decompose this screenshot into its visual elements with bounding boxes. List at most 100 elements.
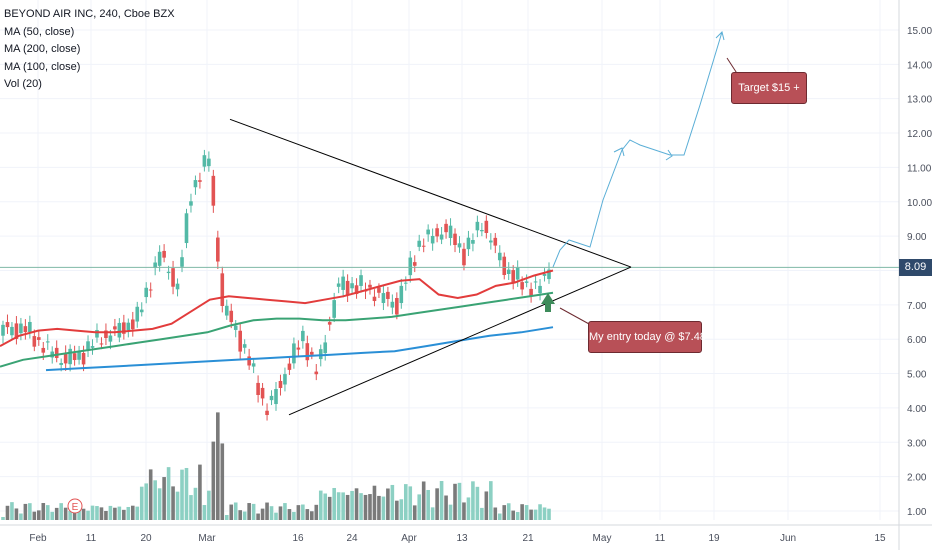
candle-body [198, 180, 202, 182]
volume-bar [426, 489, 430, 520]
candle-body [274, 389, 278, 405]
volume-bar [292, 511, 296, 520]
volume-bar [520, 504, 524, 520]
candle-body [184, 213, 189, 244]
candle-body [430, 235, 435, 244]
triangle-lower-trendline [288, 266, 632, 416]
candle-body [497, 252, 502, 261]
candle-body [542, 274, 547, 276]
volume-bar [547, 508, 551, 520]
x-tick-label: Jun [780, 533, 796, 544]
candle-body [99, 343, 104, 345]
candle-body [462, 248, 466, 266]
entry-callout[interactable]: My entry today @ $7.48 [588, 321, 706, 353]
candle-body [148, 289, 153, 291]
volume-bar [372, 485, 377, 520]
candle-body [166, 271, 171, 274]
candle-body [144, 287, 149, 298]
candle-body [426, 229, 430, 235]
candle-body [457, 243, 462, 248]
candle-body [350, 283, 354, 289]
volume-bar [453, 483, 457, 520]
candle-body [242, 344, 247, 348]
candle-body [265, 410, 269, 416]
volume-bar [68, 510, 72, 520]
legend-symbol[interactable]: BEYOND AIR INC, 240, Cboe BZX [4, 8, 175, 20]
volume-bar [256, 513, 260, 520]
candle-body [529, 288, 533, 297]
candle-body [68, 348, 72, 365]
ma100-line [0, 291, 554, 368]
candle-body [453, 233, 457, 245]
x-tick-label: Feb [29, 533, 47, 544]
candle-body [180, 257, 184, 267]
volume-bar [399, 499, 404, 520]
volume-bar [368, 494, 372, 520]
candle-body [278, 380, 283, 388]
volume-bar [493, 507, 498, 520]
volume-bar [90, 505, 95, 520]
candle-body [493, 237, 498, 246]
candle-body [211, 175, 216, 206]
candle-body [171, 268, 175, 287]
volume-bar [363, 494, 368, 520]
volume-bar [251, 503, 256, 520]
volume-bar [5, 505, 10, 520]
candle-body [135, 306, 140, 322]
volume-bar [435, 488, 439, 520]
volume-bar [354, 488, 359, 520]
volume-bar [538, 504, 542, 520]
volume-bar [122, 509, 126, 520]
candle-body [81, 352, 86, 365]
volume-bar [381, 496, 386, 520]
legend-ma100[interactable]: MA (100, close) [4, 60, 81, 73]
candle-body [323, 342, 328, 354]
candle-body [301, 330, 305, 342]
candle-body [216, 237, 220, 262]
y-tick-label: 12.00 [907, 129, 932, 140]
volume-bar [345, 494, 350, 520]
volume-bar [296, 505, 301, 520]
candle-body [95, 329, 99, 338]
volume-bar [63, 507, 68, 520]
legend-ma200[interactable]: MA (200, close) [4, 43, 81, 55]
volume-bar [497, 513, 502, 520]
chart-legend: BEYOND AIR INC, 240, Cboe BZX MA (50, cl… [4, 6, 175, 94]
volume-bar [104, 510, 108, 520]
candle-body [386, 291, 390, 299]
candle-body [269, 395, 274, 401]
candle-body [345, 280, 350, 295]
volume-bar [193, 487, 198, 520]
candle-body [260, 387, 265, 399]
candle-body [23, 326, 28, 333]
x-tick-label: 13 [456, 533, 468, 544]
volume-bar [265, 502, 269, 520]
ma200-line [45, 326, 554, 372]
volume-bar [50, 511, 55, 520]
candle-body [403, 282, 408, 284]
candle-body [45, 341, 50, 343]
legend-vol[interactable]: Vol (20) [4, 78, 42, 90]
candle-body [354, 285, 359, 295]
volume-bar [430, 507, 435, 520]
candle-body [314, 371, 319, 375]
volume-bar [41, 503, 46, 520]
volume-bar [377, 495, 381, 520]
legend-ma50[interactable]: MA (50, close) [4, 25, 75, 38]
target-callout[interactable]: Target $15 + [731, 72, 807, 104]
volume-bar [421, 481, 426, 520]
y-tick-label: 4.00 [907, 404, 927, 415]
candle-body [153, 262, 157, 268]
volume-bar [207, 490, 211, 520]
candle-body [520, 282, 524, 290]
volume-bar [247, 503, 251, 520]
candle-body [28, 321, 32, 333]
volume-bar [529, 509, 533, 520]
candle-body [506, 269, 511, 274]
x-tick-label: May [593, 533, 612, 544]
volume-bar [1, 517, 5, 520]
volume-bar [466, 497, 471, 520]
candle-body [224, 305, 229, 316]
candle-body [157, 251, 162, 266]
